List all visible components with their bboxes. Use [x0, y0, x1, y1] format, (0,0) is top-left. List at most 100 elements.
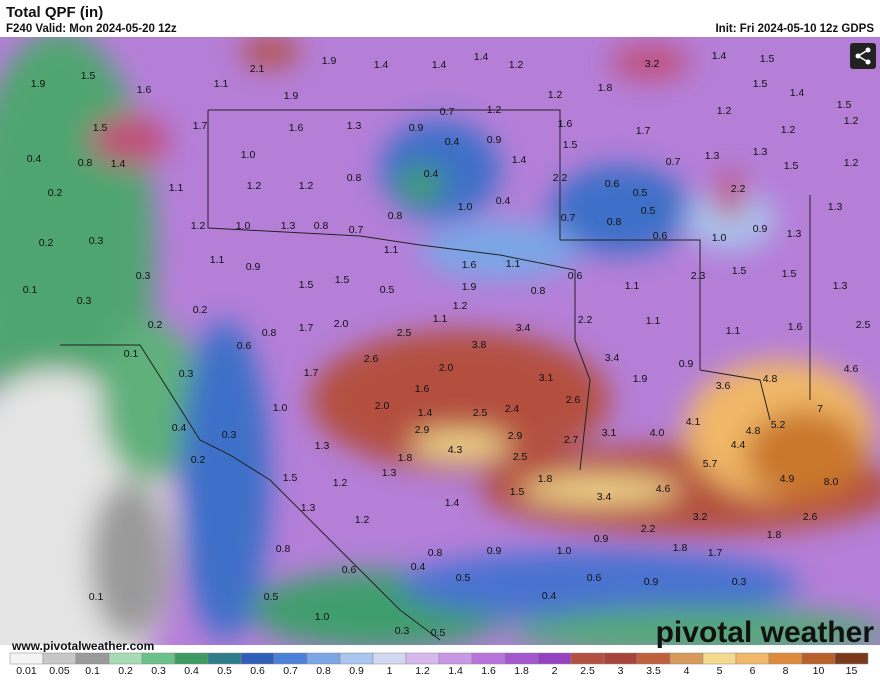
qpf-label: 1.1 [169, 182, 184, 194]
qpf-label: 1.3 [753, 146, 768, 158]
colorbar-swatch [174, 652, 209, 665]
colorbar-label: 0.4 [184, 665, 199, 677]
qpf-label: 1.0 [458, 201, 473, 213]
colorbar-label: 0.05 [49, 665, 70, 677]
qpf-label: 0.4 [27, 153, 42, 165]
qpf-label: 0.2 [48, 187, 63, 199]
qpf-label: 0.6 [342, 564, 357, 576]
qpf-label: 2.5 [397, 327, 412, 339]
precip-field [0, 37, 880, 645]
qpf-label: 1.9 [322, 55, 337, 67]
colorbar-label: 1.4 [448, 665, 463, 677]
qpf-label: 5.2 [771, 419, 786, 431]
colorbar-swatch [372, 652, 407, 665]
colorbar-label: 0.01 [16, 665, 37, 677]
qpf-label: 1.1 [210, 254, 225, 266]
colorbar-label: 1.2 [415, 665, 430, 677]
qpf-label: 1.5 [93, 122, 108, 134]
qpf-label: 2.6 [364, 353, 379, 365]
qpf-label: 1.2 [509, 59, 524, 71]
qpf-label: 1.0 [557, 545, 572, 557]
qpf-label: 1.3 [382, 467, 397, 479]
colorbar-label: 0.6 [250, 665, 265, 677]
qpf-label: 0.4 [542, 590, 557, 602]
qpf-label: 0.5 [431, 627, 446, 639]
colorbar-label: 4 [684, 665, 690, 677]
share-button[interactable] [850, 43, 876, 69]
colorbar-swatch [438, 652, 473, 665]
colorbar-swatch [537, 652, 572, 665]
qpf-label: 2.2 [641, 523, 656, 535]
qpf-label: 1.6 [788, 321, 803, 333]
qpf-label: 1.2 [299, 180, 314, 192]
colorbar-swatch [273, 652, 308, 665]
qpf-label: 0.2 [148, 319, 163, 331]
colorbar-swatch [801, 652, 836, 665]
colorbar-swatch [141, 652, 176, 665]
qpf-label: 1.8 [673, 542, 688, 554]
qpf-label: 1.4 [712, 50, 727, 62]
colorbar-swatch [504, 652, 539, 665]
qpf-label: 0.4 [424, 168, 439, 180]
qpf-label: 1.2 [453, 300, 468, 312]
colorbar-swatch [471, 652, 506, 665]
colorbar-swatch [834, 652, 869, 665]
qpf-label: 0.6 [568, 270, 583, 282]
qpf-label: 1.7 [193, 120, 208, 132]
colorbar-swatch [9, 652, 44, 665]
qpf-label: 4.8 [763, 373, 778, 385]
colorbar-label: 3 [618, 665, 624, 677]
qpf-label: 1.1 [433, 313, 448, 325]
qpf-label: 0.1 [89, 591, 104, 603]
colorbar-swatch [75, 652, 110, 665]
colorbar-swatch [306, 652, 341, 665]
qpf-label: 2.0 [334, 318, 349, 330]
qpf-label: 1.5 [782, 268, 797, 280]
qpf-label: 0.1 [23, 284, 38, 296]
qpf-label: 2.6 [803, 511, 818, 523]
qpf-label: 0.9 [487, 545, 502, 557]
qpf-label: 1.2 [333, 477, 348, 489]
colorbar-label: 10 [813, 665, 825, 677]
qpf-label: 2.2 [553, 172, 568, 184]
qpf-label: 1.0 [273, 402, 288, 414]
qpf-label: 0.3 [89, 235, 104, 247]
colorbar-label: 0.5 [217, 665, 232, 677]
logo: pivotal weather [656, 616, 875, 649]
colorbar-swatch [240, 652, 275, 665]
colorbar-swatch [669, 652, 704, 665]
label-layer: 1.9 1.5 1.6 1.1 2.1 1.9 1.9 1.4 1.4 1.4 1.2 1.2 1.8 3… [23, 50, 871, 639]
qpf-label: 0.8 [314, 220, 329, 232]
qpf-label: 0.2 [39, 237, 54, 249]
qpf-label: 0.7 [561, 212, 576, 224]
qpf-label: 2.7 [564, 434, 579, 446]
qpf-label: 0.4 [496, 195, 511, 207]
colorbar-swatch [636, 652, 671, 665]
qpf-label: 1.3 [705, 150, 720, 162]
qpf-label: 1.8 [598, 82, 613, 94]
colorbar-swatch [735, 652, 770, 665]
qpf-label: 1.1 [726, 325, 741, 337]
qpf-label: 1.4 [418, 407, 433, 419]
qpf-label: 1.5 [753, 78, 768, 90]
colorbar-swatch [207, 652, 242, 665]
qpf-label: 2.5 [513, 451, 528, 463]
qpf-label: 1.5 [335, 274, 350, 286]
qpf-label: 4.6 [656, 483, 671, 495]
colorbar-swatch [42, 652, 77, 665]
colorbar-label: 0.2 [118, 665, 133, 677]
qpf-label: 0.6 [587, 572, 602, 584]
colorbar-label: 0.8 [316, 665, 331, 677]
colorbar-label: 0.7 [283, 665, 298, 677]
qpf-label: 1.2 [844, 115, 859, 127]
qpf-label: 0.6 [653, 230, 668, 242]
qpf-label: 1.9 [462, 281, 477, 293]
qpf-label: 2.5 [473, 407, 488, 419]
qpf-label: 0.7 [440, 106, 455, 118]
colorbar-label: 8 [783, 665, 789, 677]
qpf-label: 2.0 [375, 400, 390, 412]
qpf-label: 1.3 [833, 280, 848, 292]
qpf-label: 0.9 [679, 358, 694, 370]
qpf-label: 2.3 [691, 270, 706, 282]
qpf-label: 1.5 [760, 53, 775, 65]
